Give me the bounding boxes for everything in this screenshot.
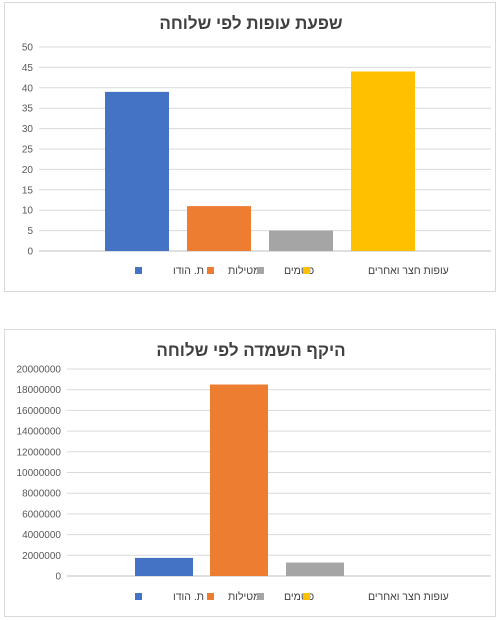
chart-2-bar-3 xyxy=(286,562,344,576)
chart-1-legend-swatch-3 xyxy=(257,267,264,274)
chart-2-legend-swatch-4 xyxy=(303,593,310,600)
chart-1-svg: שפעת עופות לפי שלוחה 0 5 10 15 20 25 30 35 40 45 5… xyxy=(22,14,491,277)
chart-2-legend-swatch-2 xyxy=(207,593,214,600)
chart-2-legend-swatch-1 xyxy=(135,593,142,600)
chart-1: שפעת עופות לפי שלוחה 0 5 10 15 20 25 30 35 40 45 5… xyxy=(4,2,496,292)
chart-1-y-tick-label: 5 xyxy=(27,226,33,237)
chart-2-y-tick-label: 0 xyxy=(55,572,61,583)
chart-2-title: היקף השמדה לפי שלוחה xyxy=(156,341,345,360)
chart-2-legend-label-4: עופות חצר ואחרים xyxy=(368,591,449,603)
chart-1-legend: ת. הודו מטילות פטמים עופות חצר ואחרים xyxy=(135,265,449,277)
chart-2-y-tick-label: 14000000 xyxy=(17,427,62,438)
chart-1-bar-2 xyxy=(187,206,251,251)
chart-1-y-tick-label: 40 xyxy=(22,83,34,94)
chart-1-legend-label-4: עופות חצר ואחרים xyxy=(368,265,449,277)
chart-1-bar-3 xyxy=(269,230,333,251)
chart-2-y-tick-label: 12000000 xyxy=(17,447,62,458)
chart-1-y-tick-label: 20 xyxy=(22,165,34,176)
chart-1-y-tick-label: 50 xyxy=(22,43,34,54)
chart-1-legend-swatch-1 xyxy=(135,267,142,274)
chart-2-svg: היקף השמדה לפי שלוחה 0 2000000 4000000 6000… xyxy=(17,341,491,603)
chart-1-title: שפעת עופות לפי שלוחה xyxy=(159,14,343,33)
chart-2-y-tick-label: 2000000 xyxy=(22,551,61,562)
chart-2-bars xyxy=(135,384,344,576)
chart-1-y-tick-label: 25 xyxy=(22,145,34,156)
chart-1-y-tick-label: 15 xyxy=(22,185,34,196)
chart-2-y-tick-label: 18000000 xyxy=(17,385,62,396)
chart-1-legend-label-2: מטילות xyxy=(228,265,260,277)
chart-1-bar-1 xyxy=(105,91,169,251)
chart-2-y-tick-label: 8000000 xyxy=(22,489,61,500)
chart-1-y-tick-label: 30 xyxy=(22,124,34,135)
chart-2-y-tick-label: 16000000 xyxy=(17,406,62,417)
chart-2-bar-2 xyxy=(210,384,268,576)
chart-1-y-tick-label: 45 xyxy=(22,63,34,74)
chart-2-bar-1 xyxy=(135,557,193,576)
chart-1-y-tick-label: 10 xyxy=(22,206,34,217)
chart-2-y-tick-label: 4000000 xyxy=(22,530,61,541)
chart-1-legend-swatch-2 xyxy=(207,267,214,274)
chart-2-legend-label-2: מטילות xyxy=(228,591,260,603)
chart-2-legend-swatch-3 xyxy=(257,593,264,600)
chart-1-y-tick-label: 0 xyxy=(27,247,33,258)
chart-2-y-tick-label: 6000000 xyxy=(22,509,61,520)
chart-2-legend-label-1: ת. הודו xyxy=(173,591,204,603)
chart-2-y-tick-label: 10000000 xyxy=(17,468,62,479)
chart-1-legend-label-1: ת. הודו xyxy=(173,265,204,277)
chart-1-bar-4 xyxy=(351,71,415,251)
chart-2-gridlines xyxy=(67,368,491,577)
chart-1-legend-swatch-4 xyxy=(303,267,310,274)
chart-2-legend: ת. הודו מטילות פטמים עופות חצר ואחרים xyxy=(135,591,449,603)
chart-2-y-axis: 0 2000000 4000000 6000000 8000000 10000000 120… xyxy=(17,365,62,583)
chart-1-bars xyxy=(105,71,415,251)
chart-1-y-axis: 0 5 10 15 20 25 30 35 40 45 50 xyxy=(22,43,34,258)
chart-2: היקף השמדה לפי שלוחה 0 2000000 4000000 6000… xyxy=(4,329,496,617)
chart-2-y-tick-label: 20000000 xyxy=(17,365,62,376)
chart-1-y-tick-label: 35 xyxy=(22,104,34,115)
